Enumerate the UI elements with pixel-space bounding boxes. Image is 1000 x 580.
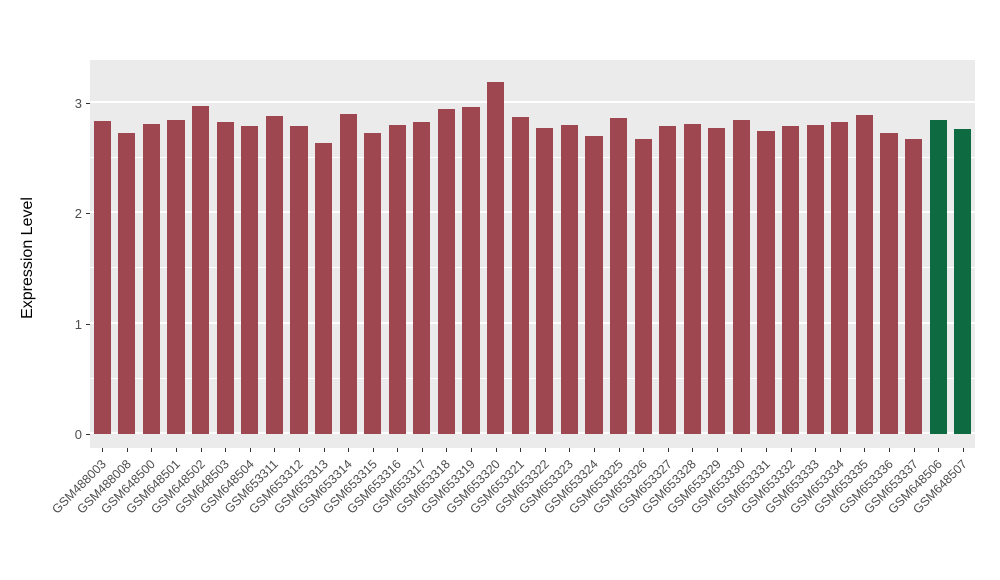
bar-GSM653313 [314, 143, 333, 434]
x-tick-mark [741, 448, 743, 452]
x-tick-mark [766, 448, 768, 452]
y-tick-label: 1 [74, 316, 82, 332]
bar-GSM653328 [683, 123, 701, 434]
y-tick-mark [86, 323, 90, 325]
bar-GSM648506 [929, 120, 947, 434]
x-tick-mark [864, 448, 866, 452]
x-tick-mark [544, 448, 546, 452]
x-tick-mark [126, 448, 128, 452]
y-tick-mark [86, 434, 90, 435]
bar-GSM653321 [511, 116, 529, 434]
bar-GSM648504 [241, 125, 259, 434]
y-tick-label: 2 [74, 206, 82, 221]
bar-GSM648500 [142, 123, 161, 434]
x-tick-mark [790, 448, 792, 452]
x-tick-mark [446, 448, 448, 452]
bar-GSM653331 [757, 131, 775, 434]
x-tick-mark [815, 448, 817, 452]
x-tick-mark [323, 448, 325, 452]
x-tick-mark [913, 448, 915, 452]
bar-GSM488008 [118, 133, 136, 434]
bar-GSM648507 [954, 129, 972, 434]
bar-GSM648502 [192, 105, 210, 434]
bar-GSM488003 [93, 121, 111, 434]
major-gridline [90, 321, 975, 324]
x-tick-mark [716, 448, 718, 452]
x-tick-mark [618, 448, 620, 452]
x-tick-mark [151, 448, 153, 452]
x-tick-mark [569, 448, 571, 452]
bar-GSM653318 [437, 109, 456, 434]
x-tick-mark [471, 448, 473, 452]
bar-GSM653312 [290, 125, 308, 434]
bar-GSM653315 [364, 133, 382, 434]
bar-GSM653337 [904, 138, 923, 434]
x-tick-mark [274, 448, 276, 452]
bar-GSM653316 [388, 124, 406, 434]
major-gridline [90, 432, 975, 434]
x-tick-mark [667, 448, 669, 452]
bar-GSM653329 [708, 127, 726, 434]
bar-GSM653336 [880, 133, 898, 434]
x-tick-mark [839, 448, 841, 452]
bar-GSM653320 [487, 81, 505, 434]
minor-gridline [90, 267, 975, 269]
major-gridline [90, 100, 975, 103]
x-tick-mark [520, 448, 522, 452]
x-tick-mark [298, 448, 300, 452]
x-tick-mark [938, 448, 940, 452]
y-tick-label: 3 [74, 95, 82, 111]
bar-GSM653314 [339, 113, 357, 434]
y-tick-mark [86, 102, 90, 104]
bar-GSM653335 [855, 114, 873, 434]
bar-GSM653322 [536, 127, 554, 434]
x-tick-mark [888, 448, 890, 452]
y-tick-label: 0 [74, 427, 82, 442]
minor-gridline [90, 156, 975, 158]
y-tick-mark [86, 213, 90, 214]
bar-GSM653334 [831, 122, 849, 434]
x-tick-mark [421, 448, 423, 452]
x-tick-mark [176, 448, 178, 452]
bar-GSM653319 [462, 106, 480, 434]
x-tick-mark [692, 448, 694, 452]
x-tick-mark [102, 448, 104, 452]
major-gridline [90, 211, 975, 213]
x-tick-mark [962, 448, 964, 452]
x-tick-mark [200, 448, 202, 452]
bar-GSM653325 [609, 117, 628, 434]
bar-GSM653326 [634, 138, 652, 434]
x-tick-mark [348, 448, 350, 452]
bar-GSM653330 [732, 120, 751, 434]
plot-panel [90, 60, 975, 448]
bar-GSM653327 [659, 125, 677, 434]
x-tick-mark [643, 448, 645, 452]
x-tick-mark [225, 448, 227, 452]
x-tick-mark [495, 448, 497, 452]
x-tick-mark [397, 448, 399, 452]
bar-GSM653333 [806, 124, 824, 434]
y-axis-title: Expression Level [19, 197, 36, 319]
bar-GSM648503 [216, 122, 234, 434]
bar-GSM653317 [413, 122, 431, 434]
bar-GSM653324 [585, 135, 603, 434]
minor-gridline [90, 377, 975, 379]
bar-GSM653323 [560, 124, 578, 434]
bar-GSM653311 [265, 115, 283, 434]
x-tick-mark [372, 448, 374, 452]
x-tick-mark [249, 448, 251, 452]
bar-GSM653332 [782, 125, 800, 434]
x-tick-mark [593, 448, 595, 452]
bar-GSM648501 [167, 120, 185, 434]
